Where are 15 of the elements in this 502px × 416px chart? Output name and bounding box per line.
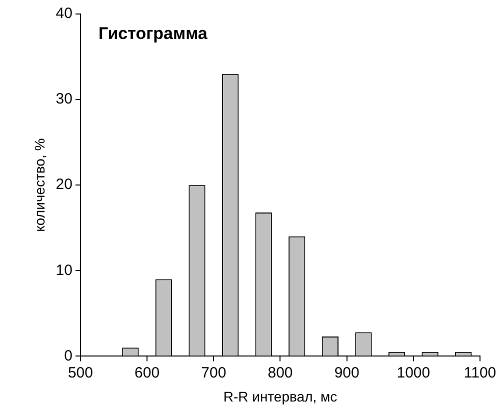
x-tick-label: 500 xyxy=(68,364,93,382)
y-tick-label: 0 xyxy=(64,347,72,364)
x-tick-label: 600 xyxy=(134,364,160,382)
y-axis-title: количество, % xyxy=(31,138,48,232)
y-tick-label: 40 xyxy=(56,5,72,22)
text: Гистограмма xyxy=(98,24,208,44)
x-tick-label: 700 xyxy=(201,364,226,382)
x-tick-label: 900 xyxy=(334,364,360,382)
x-tick-label: 1100 xyxy=(464,364,496,382)
x-tick-label: 1000 xyxy=(396,364,430,382)
y-tick-label: 30 xyxy=(56,90,72,108)
x-tick-label: 800 xyxy=(268,364,293,382)
x-axis-title: R-R интервал, мс xyxy=(223,388,338,404)
y-tick-label: 10 xyxy=(56,262,72,279)
y-tick-label: 20 xyxy=(56,176,72,194)
